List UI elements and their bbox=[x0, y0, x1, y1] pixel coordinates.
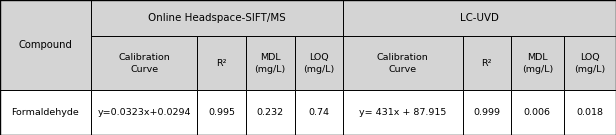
Text: LOQ
(mg/L): LOQ (mg/L) bbox=[574, 53, 606, 73]
Bar bbox=[511, 36, 564, 90]
Bar bbox=[197, 36, 246, 90]
Text: 0.999: 0.999 bbox=[473, 108, 500, 117]
Text: y=0.0323x+0.0294: y=0.0323x+0.0294 bbox=[97, 108, 191, 117]
Bar bbox=[91, 90, 197, 135]
Text: 0.995: 0.995 bbox=[208, 108, 235, 117]
Text: 0.006: 0.006 bbox=[524, 108, 551, 117]
Bar bbox=[463, 90, 511, 135]
Bar bbox=[294, 36, 343, 90]
Text: LOQ
(mg/L): LOQ (mg/L) bbox=[303, 53, 334, 73]
Text: R²: R² bbox=[482, 59, 492, 68]
Bar bbox=[0, 90, 91, 135]
Bar bbox=[564, 36, 616, 90]
Bar bbox=[246, 36, 294, 90]
Bar bbox=[343, 0, 616, 36]
Text: y= 431x + 87.915: y= 431x + 87.915 bbox=[359, 108, 447, 117]
Bar bbox=[197, 90, 246, 135]
Text: 0.018: 0.018 bbox=[577, 108, 603, 117]
Bar bbox=[246, 90, 294, 135]
Text: Formaldehyde: Formaldehyde bbox=[12, 108, 79, 117]
Bar bbox=[91, 36, 197, 90]
Text: MDL
(mg/L): MDL (mg/L) bbox=[522, 53, 553, 73]
Text: R²: R² bbox=[216, 59, 227, 68]
Text: Calibration
Curve: Calibration Curve bbox=[118, 53, 170, 73]
Text: MDL
(mg/L): MDL (mg/L) bbox=[254, 53, 286, 73]
Text: LC-UVD: LC-UVD bbox=[460, 13, 499, 23]
Bar bbox=[463, 36, 511, 90]
Bar bbox=[294, 90, 343, 135]
Bar bbox=[343, 36, 463, 90]
Text: 0.232: 0.232 bbox=[257, 108, 284, 117]
Bar bbox=[343, 90, 463, 135]
Bar bbox=[91, 0, 343, 36]
Text: Compound: Compound bbox=[18, 40, 73, 50]
Text: Online Headspace-SIFT/MS: Online Headspace-SIFT/MS bbox=[148, 13, 286, 23]
Bar bbox=[511, 90, 564, 135]
Text: 0.74: 0.74 bbox=[308, 108, 330, 117]
Bar bbox=[564, 90, 616, 135]
Bar bbox=[0, 0, 91, 90]
Text: Calibration
Curve: Calibration Curve bbox=[377, 53, 429, 73]
